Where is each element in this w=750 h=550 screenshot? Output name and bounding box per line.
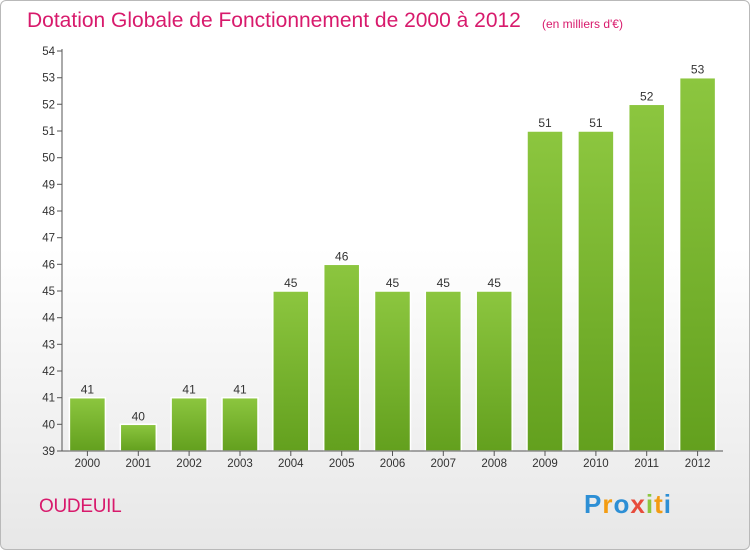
bar-2004 bbox=[272, 290, 310, 452]
bar-2000 bbox=[68, 396, 107, 452]
x-tick-label-2006: 2006 bbox=[380, 458, 406, 470]
data-label-2001: 40 bbox=[132, 409, 146, 423]
bar-2002 bbox=[170, 396, 208, 452]
data-label-2000: 41 bbox=[81, 383, 95, 397]
y-tick-label-52: 52 bbox=[42, 99, 55, 111]
x-tick-label-2008: 2008 bbox=[481, 458, 507, 470]
x-tick-label-2012: 2012 bbox=[685, 458, 711, 470]
axes-group: 2000 2001 2002 2003 2004 2005 2006 2007 2008 2009… bbox=[42, 46, 723, 470]
chart-subtitle: (en milliers d'€) bbox=[542, 17, 623, 31]
data-label-2007: 45 bbox=[437, 276, 451, 290]
y-tick-label-39: 39 bbox=[42, 446, 55, 458]
x-tick-label-2001: 2001 bbox=[126, 458, 152, 470]
logo-letter: i bbox=[663, 489, 672, 519]
logo-letter: x bbox=[630, 489, 646, 519]
y-tick-label-50: 50 bbox=[42, 153, 55, 165]
commune-name: OUDEUIL bbox=[39, 496, 122, 517]
proxiti-logo[interactable]: Proxiti bbox=[584, 489, 672, 520]
data-label-2006: 45 bbox=[386, 276, 400, 290]
logo-letter: r bbox=[602, 489, 614, 519]
logo-letter: t bbox=[654, 489, 664, 519]
x-tick-label-2002: 2002 bbox=[176, 458, 202, 470]
y-tick-label-49: 49 bbox=[42, 179, 55, 191]
data-label-2012: 53 bbox=[691, 63, 705, 77]
y-tick-label-46: 46 bbox=[42, 259, 55, 271]
x-tick-label-2003: 2003 bbox=[227, 458, 253, 470]
bar-2007 bbox=[424, 290, 463, 452]
data-label-2002: 41 bbox=[182, 383, 196, 397]
bar-2006 bbox=[373, 290, 412, 452]
bar-2001 bbox=[119, 423, 158, 452]
bar-2012 bbox=[678, 76, 717, 452]
y-tick-label-42: 42 bbox=[42, 366, 55, 378]
bar-2003 bbox=[221, 396, 259, 452]
y-tick-label-53: 53 bbox=[42, 73, 55, 85]
chart-title: Dotation Globale de Fonctionnement de 20… bbox=[27, 9, 521, 32]
data-label-2004: 45 bbox=[284, 276, 298, 290]
logo-letter: o bbox=[613, 489, 631, 519]
bar-2010 bbox=[577, 130, 615, 452]
y-tick-label-48: 48 bbox=[42, 206, 55, 218]
x-tick-label-2005: 2005 bbox=[329, 458, 355, 470]
y-tick-label-41: 41 bbox=[42, 393, 55, 405]
y-tick-label-43: 43 bbox=[42, 339, 55, 351]
x-tick-label-2011: 2011 bbox=[634, 458, 659, 470]
bar-2009 bbox=[526, 130, 564, 452]
x-tick-label-2000: 2000 bbox=[75, 458, 101, 470]
data-label-2011: 52 bbox=[640, 89, 654, 103]
data-label-2008: 45 bbox=[488, 276, 502, 290]
bar-2011 bbox=[627, 103, 666, 452]
x-tick-label-2010: 2010 bbox=[583, 458, 609, 470]
data-label-2009: 51 bbox=[538, 116, 552, 130]
y-tick-label-54: 54 bbox=[42, 46, 55, 58]
logo-letter: P bbox=[584, 489, 603, 519]
x-tick-label-2007: 2007 bbox=[431, 458, 457, 470]
bar-2008 bbox=[475, 290, 513, 452]
x-tick-label-2009: 2009 bbox=[532, 458, 558, 470]
x-tick-label-2004: 2004 bbox=[278, 458, 304, 470]
y-tick-label-51: 51 bbox=[42, 126, 55, 138]
bar-2005 bbox=[322, 263, 361, 452]
logo-letter: i bbox=[645, 489, 655, 519]
y-tick-label-45: 45 bbox=[42, 286, 55, 298]
y-tick-label-40: 40 bbox=[42, 419, 55, 431]
bars-group: 41 40 41 41 45 46 45 45 45 51 51 52 53 bbox=[68, 63, 717, 452]
data-label-2003: 41 bbox=[233, 383, 247, 397]
data-label-2005: 46 bbox=[335, 249, 349, 263]
data-label-2010: 51 bbox=[589, 116, 603, 130]
y-tick-label-44: 44 bbox=[42, 313, 55, 325]
y-tick-label-47: 47 bbox=[42, 233, 55, 245]
